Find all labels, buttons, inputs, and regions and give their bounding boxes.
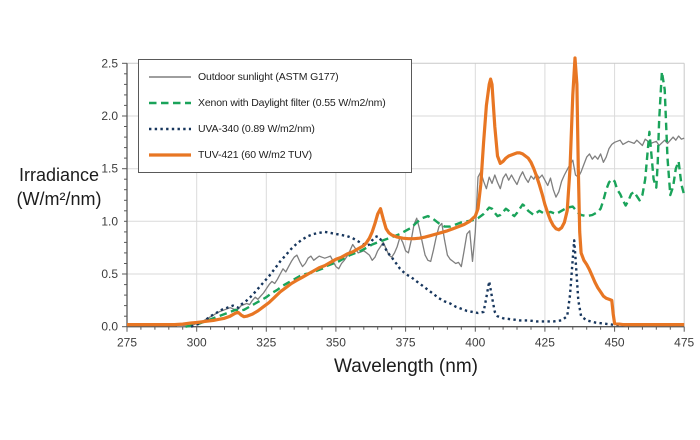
legend-swatch-solid: [149, 153, 191, 157]
y-axis-title-line1: Irradiance: [18, 165, 100, 185]
x-axis-title: Wavelength (nm): [334, 356, 478, 377]
tick-label: 0.0: [101, 320, 118, 334]
tick-label: 1.0: [101, 214, 118, 228]
legend-item: TUV-421 (60 W/m2 TUV): [148, 144, 405, 166]
tick-label: 425: [535, 336, 555, 350]
tick-label: 275: [117, 336, 137, 350]
legend-swatch-dotted: [149, 127, 191, 131]
tick-label: 350: [326, 336, 346, 350]
legend-swatch-solid: [149, 76, 191, 78]
legend-label: UVA-340 (0.89 W/m2/nm): [198, 123, 315, 135]
tick-label: 325: [256, 336, 276, 350]
legend-label: Outdoor sunlight (ASTM G177): [198, 71, 339, 83]
series-tuv421-line: [127, 56, 685, 327]
y-axis-title: Irradiance (W/m²/nm): [0, 163, 118, 211]
tick-label: 2.5: [101, 56, 118, 70]
y-axis-title-line2: (W/m²/nm): [16, 189, 102, 209]
legend-swatch-dashed: [149, 101, 191, 105]
tick-label: 2.0: [101, 109, 118, 123]
tick-label: 400: [465, 336, 485, 350]
tick-label: 0.5: [101, 267, 118, 281]
legend-label: Xenon with Daylight filter (0.55 W/m2/nm…: [198, 97, 386, 109]
tick-label: 475: [674, 336, 694, 350]
legend-label: TUV-421 (60 W/m2 TUV): [198, 149, 312, 161]
tick-label: 375: [396, 336, 416, 350]
tick-label: 450: [605, 336, 625, 350]
legend-item: Outdoor sunlight (ASTM G177): [148, 66, 405, 88]
legend-item: UVA-340 (0.89 W/m2/nm): [148, 118, 405, 140]
legend: Outdoor sunlight (ASTM G177) Xenon with D…: [138, 59, 412, 173]
tick-label: 1.5: [101, 162, 118, 176]
tick-label: 300: [187, 336, 207, 350]
legend-item: Xenon with Daylight filter (0.55 W/m2/nm…: [148, 92, 405, 114]
series-dotted-line: [190, 230, 629, 328]
series-solid-line: [177, 135, 685, 328]
